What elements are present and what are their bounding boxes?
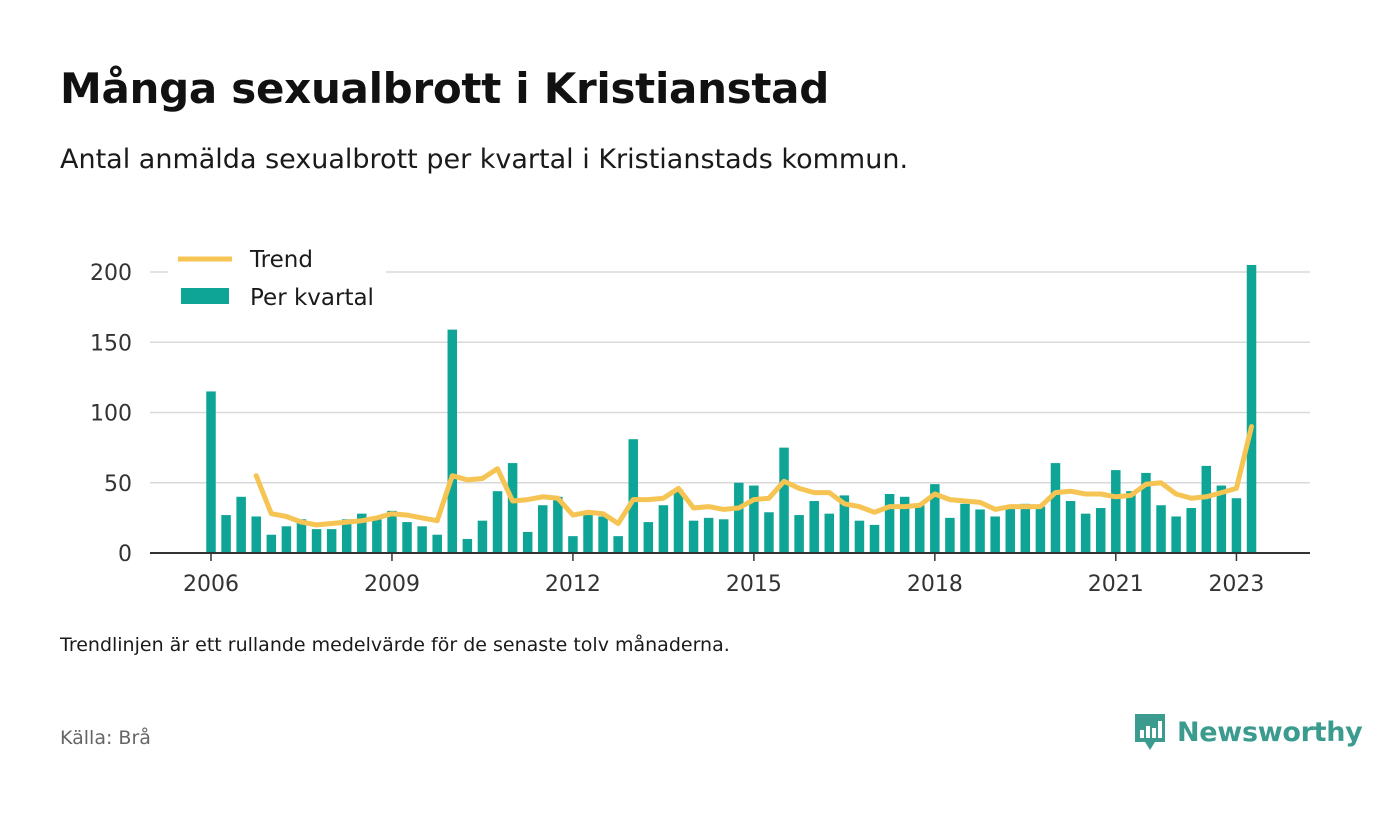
bar <box>718 519 729 553</box>
bar <box>598 516 608 553</box>
bar <box>809 501 819 553</box>
chart-subtitle: Antal anmälda sexualbrott per kvartal i … <box>60 144 909 175</box>
bar <box>1095 508 1106 553</box>
x-tick-label: 2012 <box>545 572 601 597</box>
bar <box>839 495 850 553</box>
bar <box>1231 498 1242 553</box>
bar-series <box>206 264 1257 553</box>
bar <box>462 538 473 553</box>
bar <box>206 391 216 553</box>
y-tick-label: 0 <box>118 542 132 567</box>
bar <box>990 516 1000 553</box>
bar <box>1201 465 1212 553</box>
bar <box>749 485 759 553</box>
bar <box>296 519 307 553</box>
x-tick-label: 2023 <box>1208 572 1264 597</box>
x-tick-label: 2018 <box>907 572 963 597</box>
bar <box>945 517 955 553</box>
bar <box>221 515 231 553</box>
bar <box>432 534 442 553</box>
bar <box>794 515 804 553</box>
bar <box>915 505 925 553</box>
bar <box>673 489 684 553</box>
bar <box>658 505 669 553</box>
bar <box>1035 506 1046 553</box>
bar <box>341 519 352 553</box>
bar <box>1050 463 1061 553</box>
bar <box>975 509 985 553</box>
bar <box>703 517 714 553</box>
bar <box>568 536 578 553</box>
bar <box>402 522 412 553</box>
bar <box>522 531 533 553</box>
x-tick-label: 2021 <box>1088 572 1144 597</box>
bar <box>1186 508 1196 553</box>
bar <box>1080 513 1091 553</box>
bar <box>824 513 835 553</box>
bar <box>1171 516 1181 553</box>
bar <box>1065 501 1076 553</box>
trend-series <box>253 424 1254 528</box>
legend-trend-label: Trend <box>249 247 313 273</box>
y-tick-label: 50 <box>104 472 132 497</box>
bar <box>899 496 910 553</box>
x-tick-label: 2009 <box>364 572 420 597</box>
bar <box>477 520 488 553</box>
bar <box>236 496 246 553</box>
legend-bar-swatch <box>181 288 229 304</box>
bar <box>764 512 774 553</box>
bar <box>1126 491 1136 553</box>
bar <box>583 515 593 553</box>
axes: 0 50 100 150 200 2006 2009 2012 2015 2018 2021 2023 <box>90 261 1310 597</box>
bar <box>1020 503 1031 553</box>
bar <box>281 526 292 553</box>
bar <box>372 519 382 553</box>
bar <box>643 522 654 553</box>
bar <box>538 505 548 553</box>
bar <box>1111 470 1121 553</box>
bar <box>1246 264 1257 553</box>
bar <box>1156 505 1166 553</box>
bar <box>779 447 789 553</box>
bar <box>447 329 458 553</box>
bar <box>869 524 880 553</box>
bar <box>492 491 503 553</box>
bar <box>734 482 744 553</box>
bar <box>1005 506 1015 553</box>
bar-chart: 0 50 100 150 200 2006 2009 2012 2015 2018 2021 2023… <box>90 238 1310 597</box>
legend-bar-label: Per kvartal <box>250 285 374 311</box>
legend: Trend Per kvartal <box>168 238 386 318</box>
y-tick-label: 200 <box>90 261 132 286</box>
bar <box>507 463 518 553</box>
footnote: Trendlinjen är ett rullande medelvärde f… <box>60 634 730 656</box>
bar <box>417 526 427 553</box>
bar <box>1141 472 1151 553</box>
brand-logo[interactable]: Newsworthy <box>1133 712 1363 752</box>
x-tick-label: 2006 <box>183 572 239 597</box>
source-text: Källa: Brå <box>60 727 151 749</box>
y-tick-label: 150 <box>90 331 132 356</box>
bar <box>266 534 277 553</box>
bar <box>854 520 865 553</box>
newsworthy-logo-icon <box>1135 714 1165 750</box>
bar <box>613 536 623 553</box>
bar <box>326 529 337 553</box>
bar <box>387 510 397 553</box>
bar <box>553 496 563 553</box>
bar <box>1216 485 1227 553</box>
x-tick-label: 2015 <box>726 572 782 597</box>
chart-title: Många sexualbrott i Kristianstad <box>60 64 829 113</box>
brand-name: Newsworthy <box>1177 716 1363 748</box>
bar <box>357 513 367 553</box>
legend-background <box>168 238 386 318</box>
bar <box>251 516 261 553</box>
bar <box>960 503 970 553</box>
y-tick-label: 100 <box>90 402 132 427</box>
bar <box>311 529 322 553</box>
bar <box>628 439 638 553</box>
bar <box>688 520 699 553</box>
bar <box>930 484 940 553</box>
trend-line <box>253 424 1254 528</box>
bar <box>884 493 895 553</box>
